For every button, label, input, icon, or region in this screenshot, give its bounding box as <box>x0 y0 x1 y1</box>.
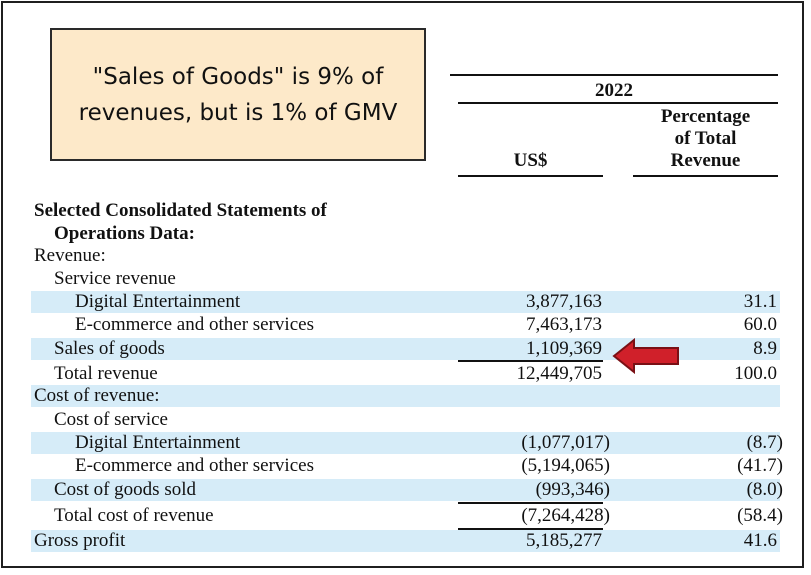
callout-line-1: "Sales of Goods" is 9% of <box>92 63 384 90</box>
highlight-arrow-icon <box>612 338 679 374</box>
row-digital-ent-usd: 3,877,163 <box>526 291 602 312</box>
usd-col-rule <box>458 175 603 177</box>
row-ecommerce-label: E-commerce and other services <box>75 314 314 335</box>
row-digital-ent-pct: 31.1 <box>743 291 777 312</box>
row-cost-ecommerce-usd: (5,194,065) <box>521 455 610 476</box>
band-cost-digital <box>31 432 780 454</box>
row-ecommerce-pct: 60.0 <box>743 314 777 335</box>
row-sales-goods-label: Sales of goods <box>54 338 165 359</box>
row-gross-profit-usd: 5,185,277 <box>526 530 602 551</box>
row-cost-digital-pct: (8.7) <box>746 432 783 453</box>
header-pct-line-3: Revenue <box>670 150 741 171</box>
header-pct-line-1: Percentage <box>660 106 751 127</box>
subtotal-rule-cost <box>458 502 603 504</box>
row-total-cost-pct: (58.4) <box>737 505 783 526</box>
header-top-rule <box>450 74 778 76</box>
row-digital-ent-label: Digital Entertainment <box>75 291 241 312</box>
section-title: Selected Consolidated Statements of <box>34 200 327 221</box>
row-cogs-label: Cost of goods sold <box>54 479 196 500</box>
row-service-revenue-label: Service revenue <box>54 268 176 289</box>
row-gross-profit-label: Gross profit <box>34 530 126 551</box>
band-gross-profit <box>31 530 780 552</box>
row-cost-ecommerce-label: E-commerce and other services <box>75 455 314 476</box>
row-total-cost-label: Total cost of revenue <box>54 505 214 526</box>
band-cost-revenue <box>31 385 780 407</box>
header-usd: US$ <box>513 150 548 171</box>
band-digital-ent <box>31 291 780 313</box>
callout-line-2: revenues, but is 1% of GMV <box>78 99 398 126</box>
row-cost-ecommerce-pct: (41.7) <box>737 455 783 476</box>
row-gross-profit-pct: 41.6 <box>743 530 777 551</box>
row-cogs-pct: (8.0) <box>746 479 783 500</box>
header-year: 2022 <box>595 80 633 101</box>
row-total-revenue-label: Total revenue <box>54 363 158 384</box>
total-rule-cost <box>458 528 603 530</box>
row-ecommerce-usd: 7,463,173 <box>526 314 602 335</box>
row-cost-service-label: Cost of service <box>54 409 168 430</box>
row-sales-goods-usd: 1,109,369 <box>526 338 602 359</box>
row-cost-digital-label: Digital Entertainment <box>75 432 241 453</box>
row-total-revenue-pct: 100.0 <box>734 363 777 384</box>
row-total-cost-usd: (7,264,428) <box>521 505 610 526</box>
row-cost-revenue-label: Cost of revenue: <box>34 385 160 406</box>
band-sales-goods <box>31 338 780 360</box>
row-total-revenue-usd: 12,449,705 <box>516 363 603 384</box>
section-title-cont: Operations Data: <box>54 223 195 244</box>
row-revenue-label: Revenue: <box>34 245 106 266</box>
header-pct-line-2: of Total <box>674 128 737 149</box>
header-percentage: Percentage of Total Revenue <box>633 106 778 172</box>
row-cogs-usd: (993,346) <box>535 479 610 500</box>
band-cogs <box>31 479 780 501</box>
row-sales-goods-pct: 8.9 <box>753 338 777 359</box>
header-year-rule <box>458 102 778 104</box>
callout-box: "Sales of Goods" is 9% of revenues, but … <box>50 28 426 161</box>
row-cost-digital-usd: (1,077,017) <box>521 432 610 453</box>
pct-col-rule <box>633 175 778 177</box>
subtotal-rule-revenue <box>458 360 603 362</box>
